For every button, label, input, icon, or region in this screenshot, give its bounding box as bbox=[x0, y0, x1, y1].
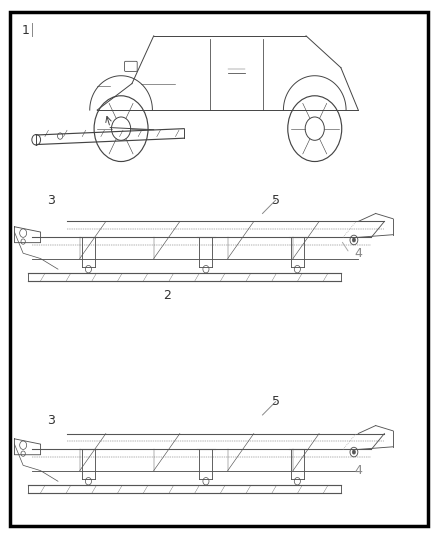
Circle shape bbox=[352, 450, 356, 454]
Circle shape bbox=[352, 238, 356, 242]
Text: 5: 5 bbox=[272, 395, 279, 408]
Text: 5: 5 bbox=[272, 193, 279, 207]
Text: 3: 3 bbox=[47, 193, 55, 207]
Text: 1: 1 bbox=[21, 24, 29, 37]
Text: 2: 2 bbox=[163, 289, 171, 302]
Text: 3: 3 bbox=[47, 414, 55, 427]
Text: 4: 4 bbox=[354, 247, 362, 260]
Text: 4: 4 bbox=[354, 464, 362, 477]
